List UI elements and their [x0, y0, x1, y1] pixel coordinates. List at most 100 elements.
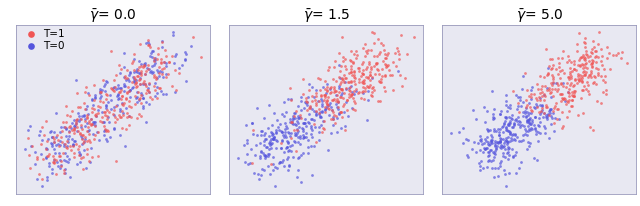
Point — [103, 129, 113, 133]
Point — [479, 137, 490, 141]
Point — [511, 171, 521, 175]
Point — [545, 90, 556, 94]
Point — [150, 81, 161, 85]
Point — [569, 95, 579, 98]
Point — [271, 132, 281, 135]
Point — [333, 106, 343, 109]
Point — [311, 88, 321, 91]
Point — [75, 105, 85, 108]
Point — [83, 130, 93, 133]
Point — [290, 133, 300, 137]
Point — [116, 94, 127, 97]
Point — [167, 54, 177, 57]
Point — [372, 99, 383, 102]
Point — [100, 79, 111, 83]
Point — [513, 104, 524, 108]
Point — [524, 95, 534, 98]
Point — [512, 119, 522, 123]
Point — [289, 122, 300, 126]
Point — [130, 78, 140, 81]
Point — [255, 155, 265, 158]
Point — [328, 118, 339, 121]
Point — [125, 89, 135, 92]
Point — [569, 62, 579, 66]
Point — [70, 122, 81, 125]
Point — [497, 130, 508, 134]
Point — [303, 152, 313, 155]
Point — [360, 54, 371, 57]
Point — [520, 116, 531, 119]
Point — [396, 33, 406, 36]
Point — [267, 142, 277, 145]
Point — [311, 109, 321, 112]
Point — [537, 103, 547, 106]
Point — [573, 75, 583, 78]
Point — [335, 64, 346, 68]
Point — [337, 87, 347, 91]
Point — [99, 120, 109, 124]
Point — [72, 125, 82, 129]
Point — [325, 102, 335, 105]
Point — [138, 104, 148, 107]
Point — [291, 109, 301, 112]
Point — [383, 63, 393, 67]
Point — [580, 61, 591, 64]
Point — [44, 152, 54, 155]
Point — [371, 63, 381, 66]
Point — [559, 97, 569, 100]
Point — [332, 93, 342, 97]
Point — [320, 95, 330, 98]
Point — [503, 151, 513, 154]
Point — [572, 77, 582, 80]
Point — [242, 141, 252, 144]
Point — [90, 97, 100, 100]
Point — [136, 115, 147, 118]
Point — [134, 98, 145, 102]
Point — [275, 142, 285, 145]
Point — [147, 49, 157, 53]
Point — [314, 115, 324, 118]
Point — [99, 120, 109, 123]
Point — [486, 167, 497, 170]
Point — [503, 135, 513, 138]
Point — [82, 139, 92, 143]
Point — [527, 118, 537, 121]
Point — [36, 143, 47, 146]
Point — [301, 131, 311, 134]
Point — [490, 139, 500, 143]
Point — [596, 74, 606, 77]
Point — [140, 72, 150, 75]
Point — [356, 63, 367, 66]
Point — [567, 70, 577, 73]
Point — [303, 96, 314, 99]
Point — [538, 124, 548, 127]
Point — [489, 117, 499, 120]
Point — [281, 110, 291, 114]
Point — [479, 141, 489, 145]
Point — [263, 154, 273, 158]
Point — [261, 155, 271, 158]
Point — [256, 151, 266, 154]
Point — [124, 115, 134, 118]
Point — [596, 47, 606, 50]
Point — [521, 107, 531, 110]
Point — [99, 84, 109, 88]
Point — [546, 95, 556, 98]
Point — [519, 125, 529, 128]
Point — [49, 158, 59, 162]
Point — [32, 156, 42, 159]
Point — [545, 122, 556, 125]
Point — [569, 83, 579, 86]
Point — [122, 68, 132, 71]
Point — [247, 122, 257, 125]
Point — [339, 74, 349, 77]
Point — [129, 75, 139, 78]
Point — [314, 125, 324, 128]
Point — [342, 98, 352, 102]
Point — [580, 36, 591, 40]
Point — [258, 151, 268, 154]
Point — [106, 98, 116, 102]
Point — [505, 119, 515, 123]
Point — [365, 65, 376, 68]
Point — [478, 167, 488, 170]
